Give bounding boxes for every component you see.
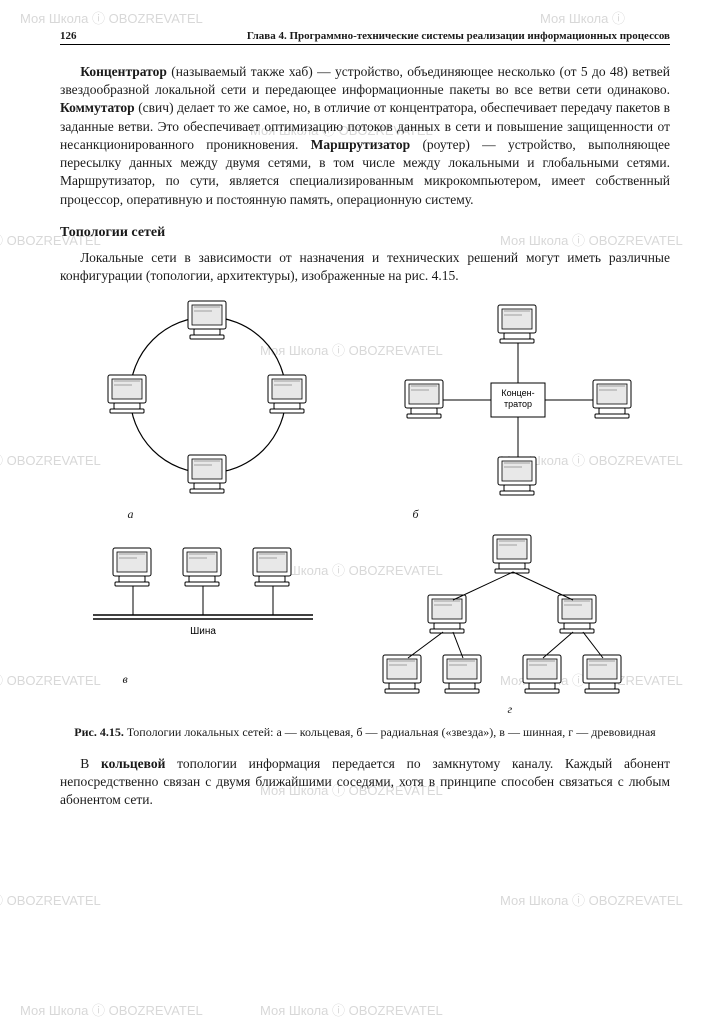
watermark: Моя Школа ⓘ OBOZREVATEL — [500, 890, 683, 909]
diagram-star: Концен- тратор б — [373, 295, 653, 522]
watermark: Моя Школа ⓘ OBOZREVATEL — [20, 8, 203, 27]
watermark: Моя Школа ⓘ OBOZREVATEL — [260, 1000, 443, 1019]
paragraph-2: Локальные сети в зависимости от назначен… — [60, 249, 670, 285]
figure-caption: Рис. 4.15. Топологии локальных сетей: а … — [60, 725, 670, 741]
sublabel-b: б — [373, 507, 653, 522]
watermark: Моя Школа ⓘ — [540, 8, 625, 27]
svg-text:Концен-: Концен- — [501, 388, 534, 398]
watermark: ⓘ OBOZREVATEL — [0, 890, 101, 909]
page-header: 126 Глава 4. Программно-технические сист… — [60, 30, 670, 45]
paragraph-1: Концентратор (называемый также хаб) — ус… — [60, 63, 670, 209]
diagram-tree: г — [358, 530, 658, 717]
paragraph-3: В кольцевой топологии информация передае… — [60, 755, 670, 810]
svg-text:тратор: тратор — [504, 399, 532, 409]
section-heading: Топологии сетей — [60, 225, 670, 241]
sublabel-g: г — [358, 702, 658, 717]
page-number: 126 — [60, 30, 77, 42]
sublabel-v: в — [73, 672, 333, 687]
watermark: Моя Школа ⓘ OBOZREVATEL — [20, 1000, 203, 1019]
diagram-bus: Шина в — [73, 530, 333, 717]
page: Моя Школа ⓘ OBOZREVATEL Моя Школа ⓘ Моя … — [0, 0, 720, 1024]
bus-label: Шина — [190, 626, 216, 637]
diagram-ring: а — [78, 295, 338, 522]
chapter-title: Глава 4. Программно-технические системы … — [247, 30, 670, 42]
figure-4-15: а Концен- тратор — [60, 295, 670, 741]
sublabel-a: а — [78, 507, 338, 522]
